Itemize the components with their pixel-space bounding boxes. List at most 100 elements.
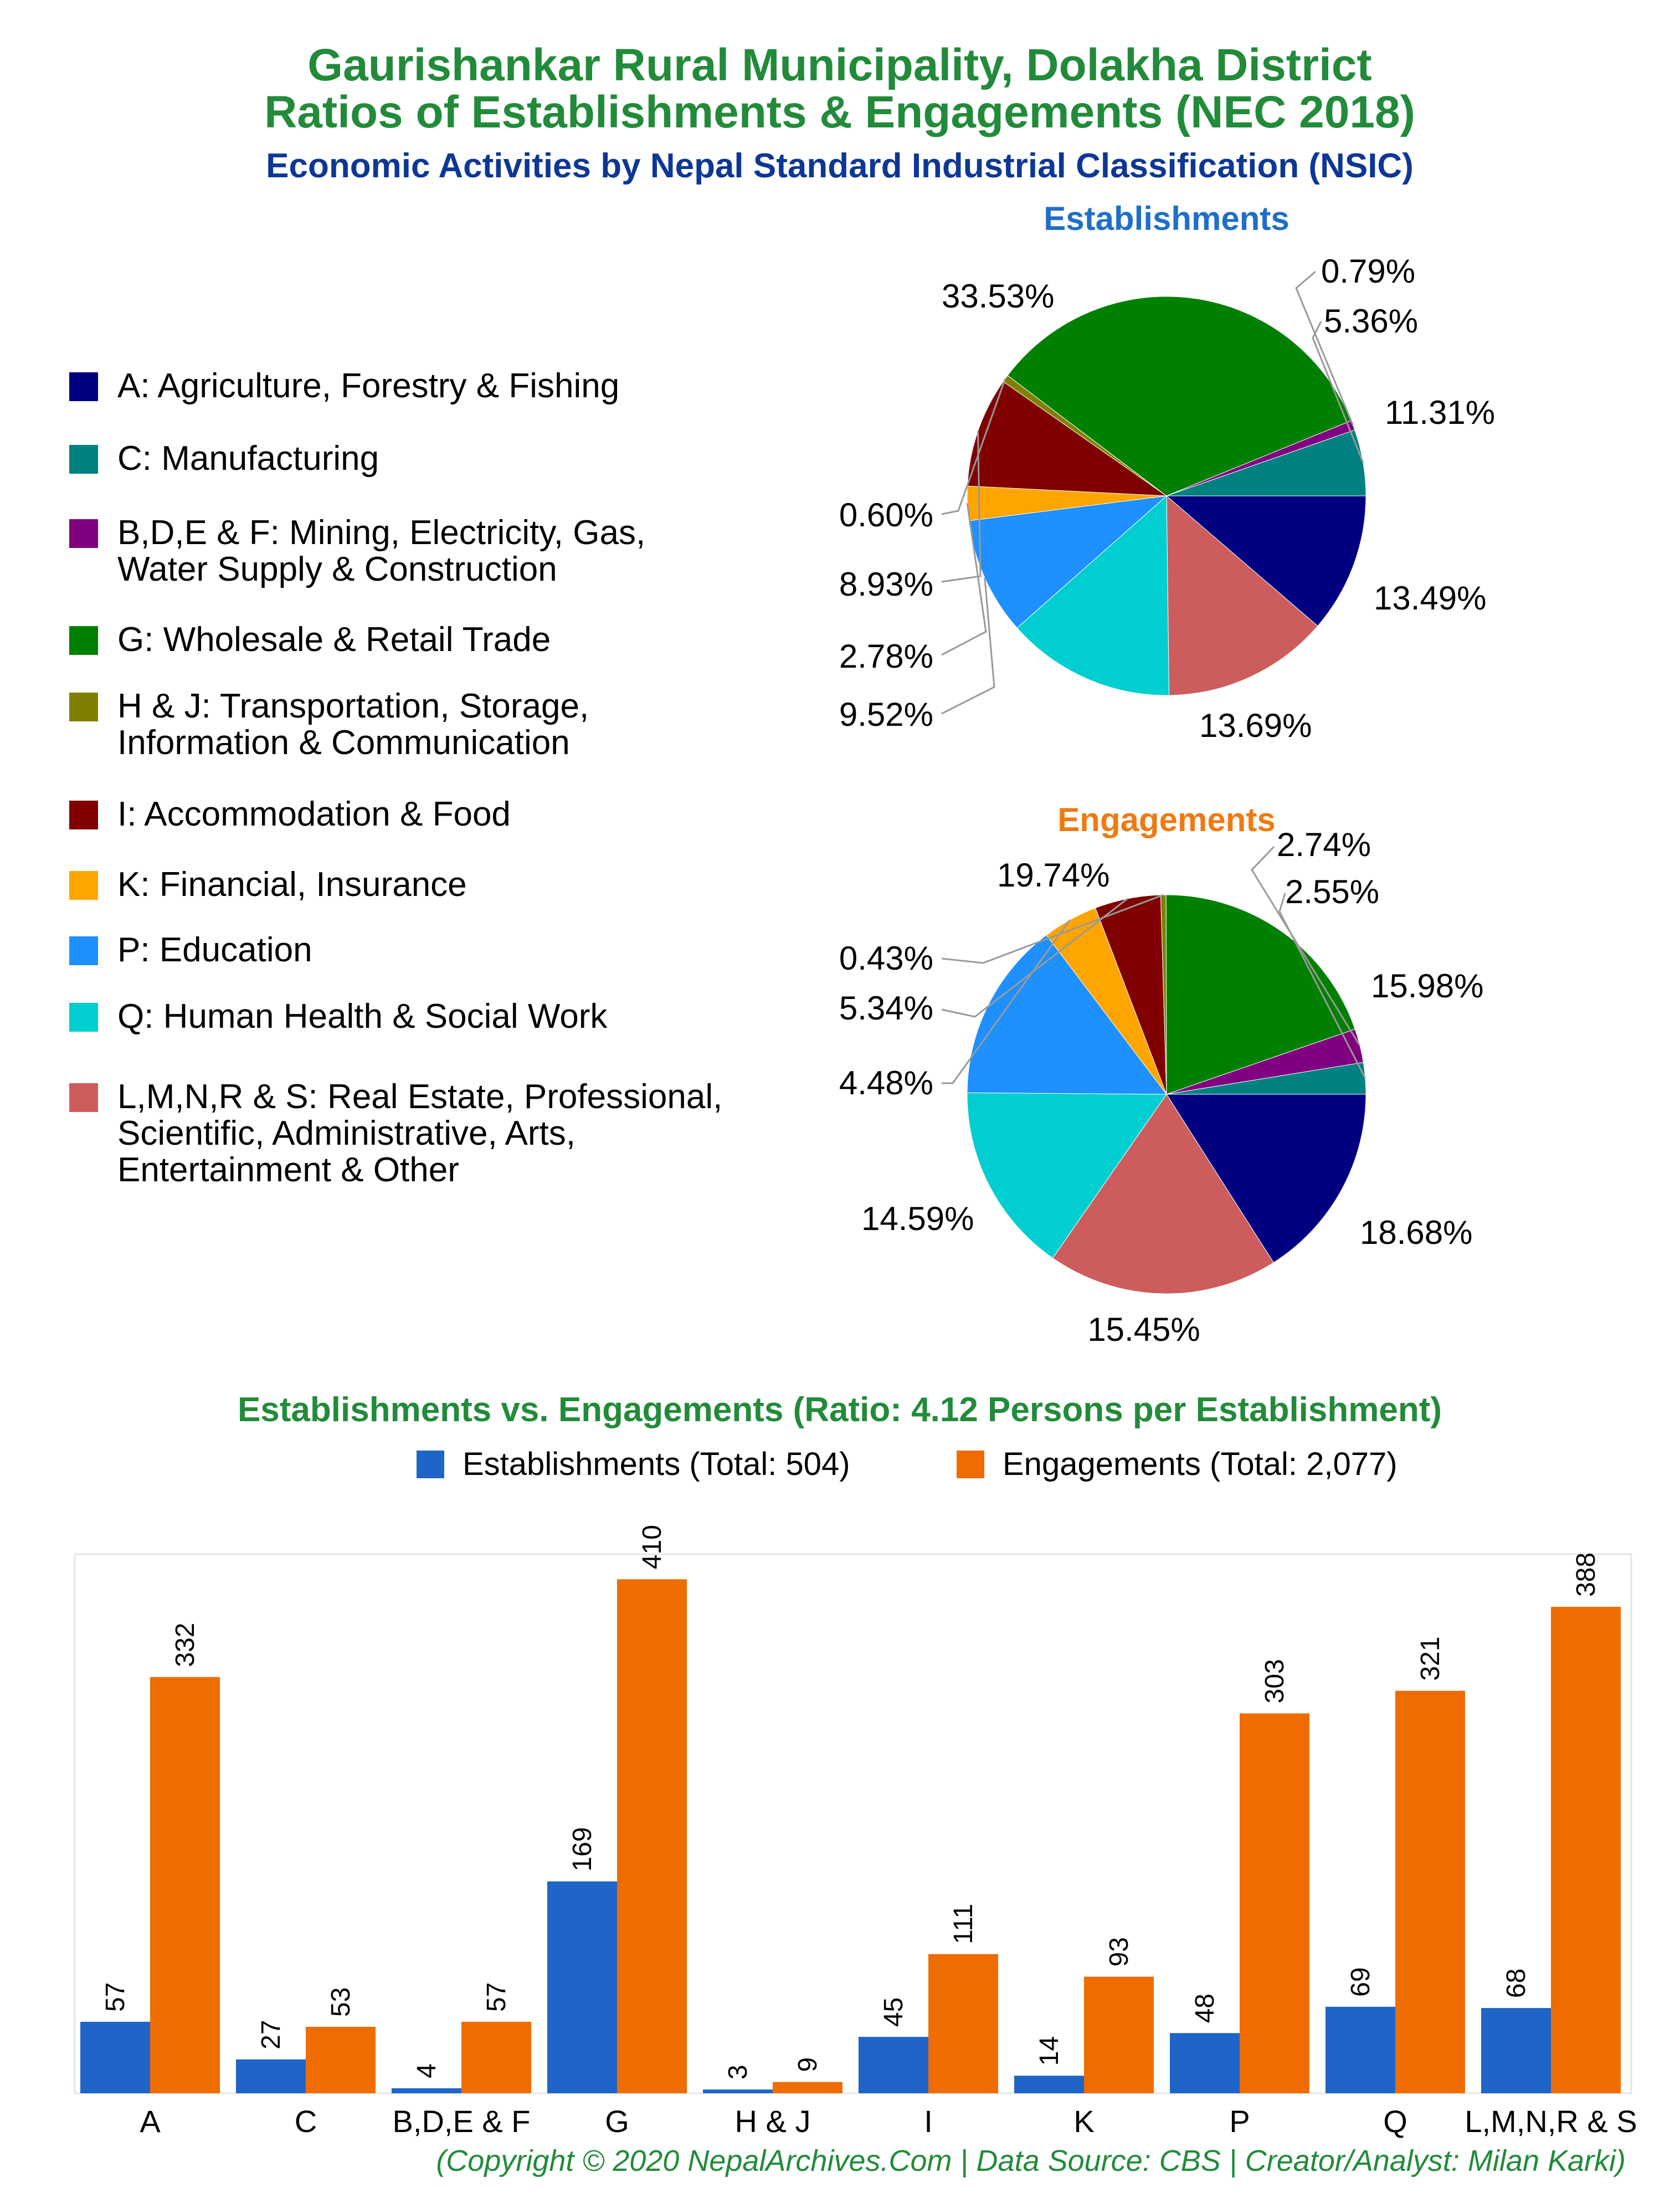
x-tick-label: K xyxy=(1073,2104,1094,2139)
establishments-bar xyxy=(236,2059,306,2093)
engagements-bar xyxy=(617,1579,687,2093)
establishments-pie-title: Establishments xyxy=(1044,200,1289,237)
establishments-slice-g xyxy=(1007,296,1352,496)
establishments-bar xyxy=(1014,2076,1084,2093)
establishments-value-label: 14 xyxy=(1035,2036,1064,2066)
engagements-value-label: 332 xyxy=(171,1623,200,1667)
engagements-bar xyxy=(1084,1976,1154,2093)
engagements-label-bdef: 2.74% xyxy=(1277,826,1371,863)
establishments-pie: 11.31% 13.49% 13.69% 9.52% 2.78% 8.93% 0.60% 33… xyxy=(839,253,1495,744)
engagements-value-label: 303 xyxy=(1260,1659,1289,1703)
establishments-leader-c xyxy=(1312,321,1364,463)
engagements-value-label: 53 xyxy=(326,1987,356,2017)
establishments-label-p: 9.52% xyxy=(839,696,933,733)
bar-chart-title: Establishments vs. Engagements (Ratio: 4… xyxy=(238,1391,1442,1429)
legend-label-c: C: Manufacturing xyxy=(117,439,379,478)
legend-label-i: I: Accommodation & Food xyxy=(117,795,511,833)
establishments-label-i: 8.93% xyxy=(839,566,933,603)
establishments-bar xyxy=(547,1881,617,2093)
engagements-label-k: 4.48% xyxy=(839,1064,933,1101)
establishments-value-label: 69 xyxy=(1346,1967,1375,1996)
engagements-label-c: 2.55% xyxy=(1285,873,1379,910)
legend-swatch-hj xyxy=(69,693,98,721)
engagements-leader-i xyxy=(941,898,1128,1018)
x-tick-label: L,M,N,R & S xyxy=(1465,2104,1637,2139)
establishments-leader-i xyxy=(941,431,982,583)
engagements-label-q: 15.45% xyxy=(1087,1311,1200,1348)
legend-swatch-q xyxy=(69,1003,98,1032)
engagements-leader-bdef xyxy=(1251,846,1361,1046)
establishments-bar xyxy=(1481,2008,1551,2093)
engagements-value-label: 93 xyxy=(1104,1937,1134,1966)
engagements-value-label: 388 xyxy=(1571,1552,1601,1597)
engagements-value-label: 111 xyxy=(949,1904,978,1944)
establishments-value-label: 27 xyxy=(256,2020,286,2049)
engagements-slice-q xyxy=(967,1092,1167,1259)
establishments-label-bdef: 0.79% xyxy=(1321,253,1415,290)
establishments-leader-k xyxy=(941,503,987,656)
legend-label-hj: Information & Communication xyxy=(117,724,570,762)
engagements-label-g: 19.74% xyxy=(997,857,1110,894)
x-tick-label: H & J xyxy=(735,2104,811,2139)
legend-swatch-i xyxy=(69,801,98,829)
establishments-slice-lmnrs xyxy=(1166,495,1318,696)
legend-label-g: G: Wholesale & Retail Trade xyxy=(117,621,551,659)
legend-swatch-k xyxy=(69,871,98,900)
x-tick-label: B,D,E & F xyxy=(393,2104,531,2139)
establishments-slice-q xyxy=(1016,495,1170,696)
legend-swatch-bdef xyxy=(69,519,98,548)
legend-label-engagements: Engagements (Total: 2,077) xyxy=(1003,1446,1398,1482)
legend-swatch-establishments xyxy=(417,1451,444,1478)
establishments-slice-c xyxy=(1166,429,1366,496)
legend-swatch-engagements xyxy=(957,1451,984,1478)
establishments-bar xyxy=(703,2089,773,2093)
legend-swatch-lmnrs xyxy=(69,1083,98,1112)
establishments-bar xyxy=(392,2088,461,2093)
engagements-leader-hj xyxy=(941,894,1164,964)
engagements-pie-title: Engagements xyxy=(1057,801,1275,838)
engagements-slice-a xyxy=(1166,1094,1366,1263)
establishments-label-hj: 0.60% xyxy=(839,496,933,534)
subtitle: Economic Activities by Nepal Standard In… xyxy=(266,147,1414,185)
engagements-bar xyxy=(1395,1690,1465,2093)
engagements-slice-p xyxy=(967,934,1168,1095)
legend-label-p: P: Education xyxy=(117,931,312,969)
engagements-label-p: 14.59% xyxy=(861,1200,974,1237)
legend-label-lmnrs: L,M,N,R & S: Real Estate, Professional, xyxy=(117,1078,722,1116)
establishments-bar xyxy=(80,2022,150,2093)
engagements-slice-lmnrs xyxy=(1052,1094,1274,1294)
establishments-leader-p xyxy=(941,578,995,715)
legend-label-hj: H & J: Transportation, Storage, xyxy=(117,687,589,725)
engagements-label-hj: 0.43% xyxy=(839,940,933,977)
establishments-bar xyxy=(859,2037,928,2093)
establishments-label-q: 13.69% xyxy=(1199,707,1312,744)
engagements-slice-c xyxy=(1166,1062,1366,1095)
engagements-value-label: 9 xyxy=(793,2057,823,2072)
bar-chart: 57 332 A 27 53 C 4 57 B,D,E & F 169 410 G 3 9 H & J 45 1… xyxy=(74,1525,1637,2139)
legend-label-bdef: B,D,E & F: Mining, Electricity, Gas, xyxy=(117,514,645,552)
establishments-value-label: 3 xyxy=(723,2065,753,2080)
establishments-value-label: 45 xyxy=(879,1997,908,2027)
engagements-bar xyxy=(1551,1607,1621,2093)
engagements-bar xyxy=(928,1954,998,2093)
legend-label-lmnrs: Entertainment & Other xyxy=(117,1151,459,1189)
establishments-label-k: 2.78% xyxy=(839,638,933,675)
establishments-value-label: 4 xyxy=(412,2063,441,2078)
establishments-value-label: 169 xyxy=(568,1827,597,1871)
main-title-line2: Ratios of Establishments & Engagements (… xyxy=(264,87,1415,137)
establishments-value-label: 68 xyxy=(1502,1969,1531,1998)
establishments-bar xyxy=(1170,2033,1240,2093)
engagements-label-i: 5.34% xyxy=(839,990,933,1027)
establishments-slice-a xyxy=(1165,495,1366,627)
engagements-bar xyxy=(306,2027,376,2093)
legend-label-establishments: Establishments (Total: 504) xyxy=(463,1446,850,1482)
establishments-value-label: 48 xyxy=(1190,1994,1220,2023)
establishments-leader-bdef xyxy=(1295,270,1354,426)
main-title-line1: Gaurishankar Rural Municipality, Dolakha… xyxy=(307,40,1371,90)
legend-label-k: K: Financial, Insurance xyxy=(117,865,467,904)
establishments-slice-p xyxy=(968,495,1168,628)
x-tick-label: G xyxy=(605,2104,629,2139)
engagements-pie: 15.98% 18.68% 15.45% 14.59% 4.48% 5.34% 0.43% 1… xyxy=(839,826,1484,1348)
legend-swatch-a xyxy=(69,372,98,401)
